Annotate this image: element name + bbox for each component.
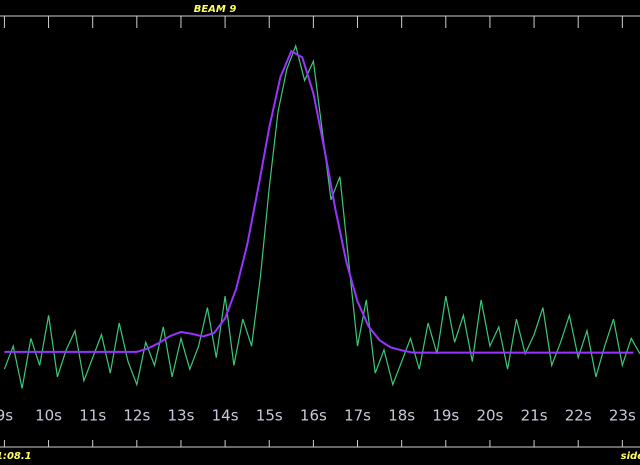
series-line bbox=[3, 43, 640, 389]
chart-title: BEAM 9 bbox=[194, 4, 237, 15]
x-tick-label: 21s bbox=[521, 407, 548, 425]
x-tick-label: 11s bbox=[79, 407, 106, 425]
x-tick-label: 18s bbox=[388, 407, 415, 425]
x-tick-label: 20s bbox=[476, 407, 503, 425]
x-tick-label: 10s bbox=[35, 407, 62, 425]
x-tick-label: 23s bbox=[609, 407, 636, 425]
x-tick-label: 19s bbox=[432, 407, 459, 425]
x-tick-label: 9s bbox=[0, 407, 13, 425]
x-tick-label: 13s bbox=[168, 407, 195, 425]
x-tick-label: 15s bbox=[256, 407, 283, 425]
series-line bbox=[4, 49, 634, 354]
x-tick-label: 17s bbox=[344, 407, 371, 425]
x-tick-label: 14s bbox=[212, 407, 239, 425]
x-tick-label: 12s bbox=[123, 407, 150, 425]
x-tick-label: 16s bbox=[300, 407, 327, 425]
x-tick-label: 22s bbox=[565, 407, 592, 425]
footer-right: side bbox=[621, 451, 640, 462]
footer-left: 1:08.1 bbox=[0, 451, 32, 462]
